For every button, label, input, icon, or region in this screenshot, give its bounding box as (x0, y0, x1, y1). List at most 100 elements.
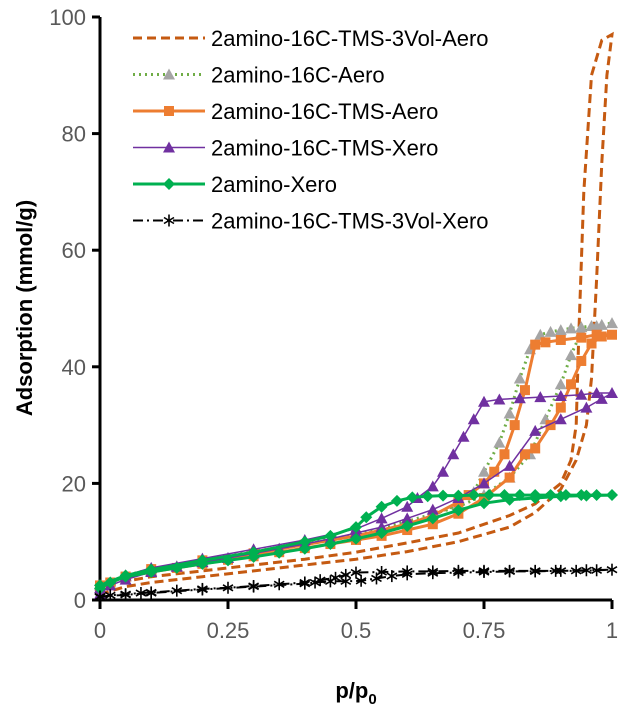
data-point (171, 584, 183, 597)
legend-label: 2amino-16C-TMS-3Vol-Aero (211, 26, 489, 51)
data-point (566, 379, 577, 390)
data-point (529, 489, 542, 502)
data-point (375, 526, 388, 539)
data-point (590, 387, 603, 399)
x-tick-label: 0.5 (341, 618, 372, 643)
legend-label: 2amino-16C-TMS-Xero (211, 136, 438, 161)
data-point (248, 580, 260, 593)
data-point (503, 407, 516, 419)
data-point (530, 339, 541, 350)
legend-entry: 2amino-16C-TMS-Aero (133, 99, 438, 124)
data-point (493, 393, 506, 405)
data-point (452, 566, 464, 579)
data-point (145, 587, 157, 600)
data-point (298, 535, 311, 548)
data-point (104, 589, 116, 602)
series-2amino-Xero (94, 489, 618, 595)
series-line (99, 568, 613, 599)
data-point (504, 565, 516, 578)
data-point (427, 567, 439, 580)
data-point (375, 500, 388, 513)
data-point (273, 578, 285, 591)
legend-entry: 2amino-16C-Aero (133, 63, 385, 88)
asterisk-stroke (248, 582, 260, 591)
y-tick-label: 40 (62, 355, 86, 380)
data-point (421, 490, 434, 503)
series-2amino-16C-TMS-Aero (95, 329, 617, 594)
data-point (426, 480, 439, 492)
data-point (534, 391, 547, 403)
data-point (401, 512, 414, 524)
data-point (452, 489, 465, 502)
asterisk-stroke (273, 580, 285, 588)
legend-marker (163, 141, 175, 153)
data-point (580, 401, 593, 413)
data-point (596, 331, 607, 342)
data-point (401, 519, 414, 532)
data-point (478, 465, 490, 477)
asterisk-stroke (309, 578, 321, 587)
legend-label: 2amino-16C-TMS-Aero (211, 99, 438, 124)
asterisk-stroke (550, 567, 562, 575)
y-tick-label: 80 (62, 122, 86, 147)
legend-entry: 2amino-16C-TMS-Xero (133, 136, 438, 161)
series-2amino-16C-TMS-3Vol-Xero (94, 563, 618, 604)
data-point (386, 570, 398, 583)
data-point (530, 443, 541, 454)
asterisk-stroke (120, 591, 132, 599)
data-point (513, 392, 526, 404)
data-point (606, 387, 618, 399)
data-point (437, 465, 450, 477)
legend-entry: 2amino-16C-TMS-3Vol-Aero (133, 26, 489, 51)
data-point (590, 319, 603, 331)
axes: 0 20 40 60 80 100 0 0.25 0.5 0.75 1 (49, 5, 618, 643)
data-point (550, 564, 562, 577)
data-point (554, 378, 567, 390)
data-point (350, 532, 362, 545)
data-point (591, 329, 602, 340)
data-point (324, 529, 337, 542)
data-point (555, 334, 566, 345)
series-layer (94, 31, 618, 604)
asterisk-stroke (401, 570, 413, 579)
data-point (483, 489, 496, 502)
asterisk-stroke (386, 572, 398, 580)
data-point (350, 566, 362, 579)
data-point (135, 587, 147, 600)
asterisk-stroke (299, 579, 311, 588)
x-tick-label: 0.25 (207, 618, 250, 643)
data-point (350, 521, 362, 534)
series-line (99, 321, 613, 590)
data-point (499, 449, 510, 460)
data-point (452, 504, 465, 517)
data-point (247, 546, 260, 559)
data-point (401, 500, 414, 512)
data-point (540, 337, 551, 348)
data-point (580, 564, 592, 577)
data-point (104, 576, 117, 589)
legend-entry: 2amino-Xero (133, 172, 337, 197)
data-point (565, 322, 578, 334)
asterisk-stroke (145, 589, 157, 597)
data-point (559, 489, 572, 502)
data-point (586, 338, 597, 349)
data-point (309, 576, 321, 589)
data-point (519, 385, 530, 396)
series-line (99, 31, 614, 596)
data-point (509, 420, 520, 431)
data-point (498, 489, 511, 502)
asterisk-stroke (340, 577, 352, 586)
data-point (529, 565, 541, 578)
x-tick-label: 0.75 (463, 618, 506, 643)
series-2amino-16C-TMS-3Vol-Aero (99, 31, 614, 596)
data-point (519, 449, 530, 460)
data-point (222, 554, 234, 567)
data-point (390, 494, 403, 507)
asterisk-stroke (340, 571, 352, 579)
data-point (590, 489, 603, 502)
data-point (406, 491, 419, 504)
asterisk-stroke (324, 577, 336, 586)
asterisk-stroke (196, 585, 208, 594)
x-tick-label: 0 (94, 618, 106, 643)
data-point (575, 489, 588, 502)
